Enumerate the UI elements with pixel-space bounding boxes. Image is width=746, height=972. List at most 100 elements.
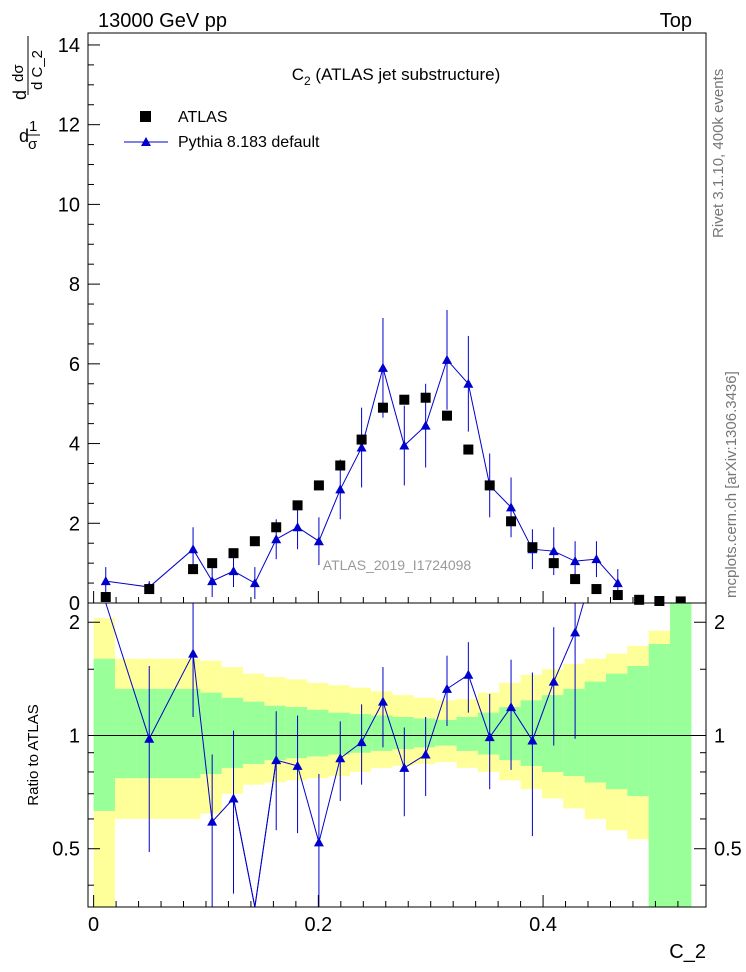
analysis-watermark: ATLAS_2019_I1724098 (323, 557, 472, 573)
atlas-point (271, 522, 282, 533)
green-band-bin (307, 709, 329, 757)
ratio-frame (87, 602, 707, 908)
atlas-point (249, 536, 260, 547)
ratio-point (144, 733, 155, 743)
atlas-point (188, 564, 199, 575)
ratio-axes: 0.5 0.5 1 1 2 2 0 0.2 0.4 (52, 612, 742, 936)
green-band-bin (499, 707, 521, 761)
atlas-point (654, 596, 665, 607)
ylabel-dsigma: dσ (10, 64, 27, 82)
green-band-bin (648, 644, 671, 907)
pythia-point (249, 578, 260, 588)
main-ytick-label: 12 (58, 115, 80, 137)
atlas-point (675, 596, 686, 607)
green-band-bin (541, 695, 564, 772)
ylabel-d1: d (19, 126, 29, 146)
atlas-point (527, 542, 538, 553)
atlas-point (207, 558, 218, 569)
energy-label: 13000 GeV pp (98, 10, 227, 32)
ratio-point (188, 648, 199, 658)
ratio-point (548, 676, 559, 686)
title-sub: 2 (304, 74, 311, 88)
ylabel-sigma: σ (28, 136, 38, 153)
ratio-bands (93, 603, 692, 907)
pythia-point (207, 576, 218, 586)
ratio-ytick-label-left: 2 (69, 612, 80, 634)
pythia-point (377, 362, 388, 372)
main-ytick-label: 10 (58, 194, 80, 216)
pythia-point (100, 576, 111, 586)
main-ytick-label: 8 (69, 274, 80, 296)
ratio-point (442, 683, 453, 693)
pythia-point (506, 502, 517, 512)
green-band-bin (221, 697, 244, 768)
atlas-point (484, 480, 495, 491)
atlas-point (442, 410, 453, 421)
atlas-point (570, 574, 581, 585)
title-main: C (292, 65, 304, 84)
pythia-point (228, 566, 239, 576)
pythia-point (442, 354, 453, 364)
green-band-bin (456, 716, 478, 751)
main-ytick-label: 14 (58, 35, 80, 57)
atlas-point (356, 434, 367, 445)
main-y-axis-label: d 1 σ d dσ d C_2 (10, 36, 46, 153)
main-y-axis: 0 2 4 6 8 10 12 14 (58, 35, 679, 615)
chart-title: C2 (ATLAS jet substructure) (292, 65, 501, 88)
pythia-point (399, 440, 410, 450)
green-band-bin (392, 716, 414, 750)
ratio-xtick-label: 0.2 (304, 914, 332, 936)
rivet-label: Rivet 3.1.10, 400k events (710, 69, 727, 238)
atlas-point (335, 460, 346, 471)
ratio-point (463, 669, 474, 679)
green-band-bin (435, 719, 457, 746)
atlas-point (420, 392, 431, 403)
ylabel-d2: d (10, 90, 30, 100)
green-band-bin (563, 688, 585, 777)
green-band-bin (520, 700, 542, 766)
ratio-point (271, 755, 282, 765)
ratio-panel: 0.5 0.5 1 1 2 2 0 0.2 0.4 Ratio to ATLAS C_2 (25, 602, 742, 963)
ratio-point (484, 732, 495, 742)
ratio-point (292, 760, 303, 770)
green-band-bin (243, 701, 265, 764)
ratio-point (335, 753, 346, 763)
ratio-point (228, 793, 239, 803)
pythia-point (271, 534, 282, 544)
ratio-point (570, 627, 581, 637)
ratio-point (420, 749, 431, 759)
ratio-point (313, 837, 324, 847)
atlas-point (548, 558, 559, 569)
ratio-point (527, 735, 538, 745)
pythia-point (591, 554, 602, 564)
pythia-point (356, 442, 367, 452)
pythia-point (570, 556, 581, 566)
ratio-point (399, 762, 410, 772)
atlas-point (612, 590, 623, 601)
ratio-ytick-label-left: 1 (69, 725, 80, 747)
main-ytick-label: 0 (69, 593, 80, 615)
pythia-point (188, 544, 199, 554)
green-band-bin (136, 688, 158, 779)
ratio-data (88, 602, 706, 908)
atlas-point (377, 402, 388, 413)
ratio-ytick-label-left: 0.5 (52, 839, 80, 861)
green-band-bin (584, 681, 606, 783)
ratio-point (356, 737, 367, 747)
green-band-bin (93, 658, 115, 811)
ratio-xtick-label: 0.4 (529, 914, 557, 936)
pythia-point (335, 484, 346, 494)
main-data (100, 310, 686, 607)
ylabel-one: 1 (29, 118, 37, 135)
process-label: Top (660, 10, 692, 32)
title-rest: (ATLAS jet substructure) (311, 65, 501, 84)
ratio-ytick-label-right: 0.5 (714, 839, 742, 861)
ratio-xtick-label: 0 (88, 914, 99, 936)
green-band-bin (264, 705, 286, 761)
green-band-bin (328, 712, 350, 755)
ratio-y-axis-label: Ratio to ATLAS (25, 704, 42, 805)
pythia-point (420, 420, 431, 430)
legend-pythia-label: Pythia 8.183 default (178, 134, 320, 151)
